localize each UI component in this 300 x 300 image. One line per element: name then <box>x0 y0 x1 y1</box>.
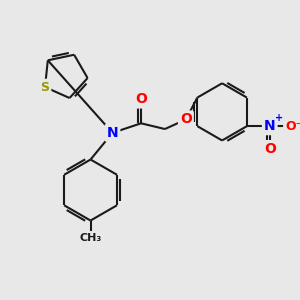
Text: O⁻: O⁻ <box>285 120 300 133</box>
Text: CH₃: CH₃ <box>80 233 102 243</box>
Text: O: O <box>264 142 276 156</box>
Text: N: N <box>107 126 118 140</box>
Text: N: N <box>264 119 276 133</box>
Text: O: O <box>135 92 147 106</box>
Text: S: S <box>40 81 50 94</box>
Text: O: O <box>180 112 192 127</box>
Text: +: + <box>274 113 283 123</box>
